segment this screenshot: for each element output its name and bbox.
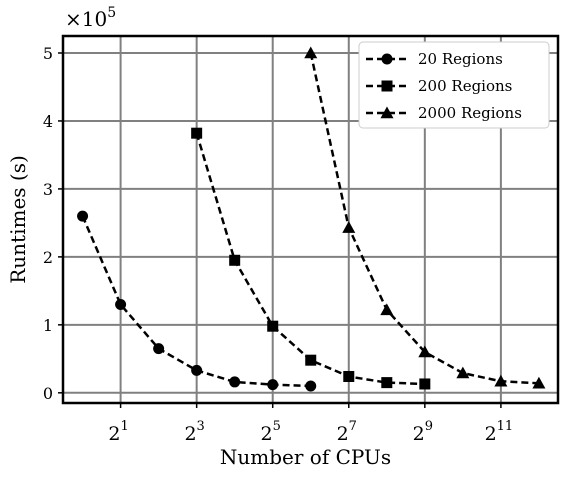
data-point-square — [419, 378, 431, 390]
x-tick-label: 29 — [413, 419, 433, 445]
x-tick-exponent: 11 — [497, 419, 514, 434]
legend-marker — [381, 53, 393, 65]
x-tick-base: 2 — [108, 423, 120, 445]
x-tick-base: 2 — [337, 423, 349, 445]
x-tick-exponent: 3 — [197, 419, 205, 434]
data-point-square — [191, 127, 203, 139]
y-axis-multiplier: ×105 — [65, 5, 116, 31]
y-tick-label: 5 — [43, 44, 53, 63]
x-tick-base: 2 — [261, 423, 273, 445]
data-point-triangle — [532, 376, 546, 389]
legend-marker — [381, 80, 393, 92]
x-tick-exponent: 7 — [349, 419, 357, 434]
y-tick-label: 3 — [43, 180, 53, 199]
data-point-triangle — [494, 374, 508, 387]
x-tick-label: 21 — [108, 419, 128, 445]
x-tick-exponent: 1 — [121, 419, 129, 434]
x-tick-exponent: 9 — [425, 419, 433, 434]
data-point-triangle — [380, 303, 394, 316]
y-tick-label: 4 — [43, 112, 53, 131]
series-circle — [77, 210, 317, 392]
data-point-square — [343, 370, 355, 382]
x-tick-label: 27 — [337, 419, 357, 445]
y-tick-label: 2 — [43, 248, 53, 267]
legend-item: 200 Regions — [366, 77, 512, 95]
data-point-square — [381, 377, 393, 389]
y-multiplier-exponent: 5 — [107, 5, 116, 21]
legend-item: 20 Regions — [366, 50, 503, 68]
legend-marker — [380, 106, 394, 119]
data-point-triangle — [418, 345, 432, 358]
legend: 20 Regions 200 Regions 2000 Regions — [358, 41, 550, 129]
series-square — [191, 127, 431, 390]
data-point-circle — [229, 376, 241, 388]
data-point-circle — [153, 343, 165, 355]
x-tick-label: 25 — [261, 419, 281, 445]
data-point-circle — [115, 298, 127, 310]
data-point-triangle — [342, 221, 356, 233]
x-tick-label: 211 — [485, 419, 514, 445]
data-point-triangle — [304, 46, 318, 59]
plot-frame — [61, 34, 560, 405]
y-tick-label: 1 — [43, 316, 53, 335]
x-axis-title: Number of CPUs — [220, 445, 391, 469]
x-tick-exponent: 5 — [273, 419, 281, 434]
data-point-square — [229, 254, 241, 266]
legend-box — [358, 41, 550, 129]
x-tick-base: 2 — [413, 423, 425, 445]
legend-label: 200 Regions — [418, 77, 512, 95]
data-point-circle — [305, 380, 317, 392]
data-point-triangle — [456, 366, 470, 379]
data-point-square — [267, 320, 279, 332]
x-tick-label: 23 — [184, 419, 204, 445]
data-point-circle — [267, 379, 279, 391]
series-layer — [77, 46, 546, 392]
legend-item: 2000 Regions — [366, 104, 522, 122]
series-triangle — [304, 46, 546, 389]
legend-label: 2000 Regions — [418, 104, 522, 122]
legend-label: 20 Regions — [418, 50, 503, 68]
x-tick-base: 2 — [485, 423, 497, 445]
y-multiplier-base: ×10 — [65, 7, 107, 31]
data-point-circle — [77, 210, 89, 222]
y-axis-title: Runtimes (s) — [6, 155, 30, 284]
y-tick-label: 0 — [43, 384, 53, 403]
data-point-circle — [191, 364, 203, 376]
data-point-square — [305, 354, 317, 366]
x-tick-base: 2 — [184, 423, 196, 445]
